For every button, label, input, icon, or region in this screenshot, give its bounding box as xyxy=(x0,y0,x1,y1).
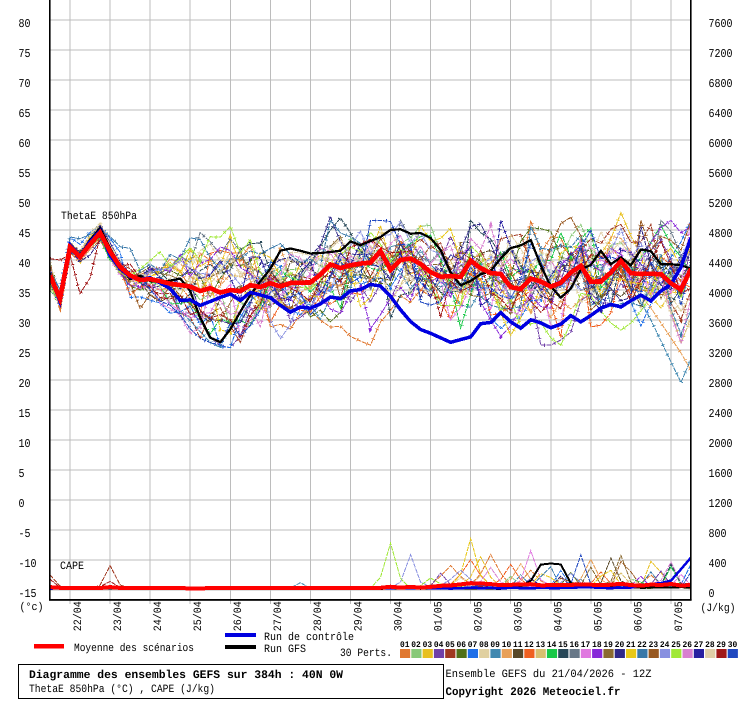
svg-text:15: 15 xyxy=(558,640,568,650)
svg-text:07/05: 07/05 xyxy=(673,601,686,631)
svg-text:4000: 4000 xyxy=(709,287,733,301)
svg-text:0: 0 xyxy=(19,497,25,511)
svg-text:Moyenne des scénarios: Moyenne des scénarios xyxy=(74,642,194,655)
svg-text:6000: 6000 xyxy=(709,137,733,151)
svg-text:03/05: 03/05 xyxy=(513,601,526,631)
svg-text:70: 70 xyxy=(19,77,31,91)
svg-text:(°c): (°c) xyxy=(20,601,44,614)
svg-text:30: 30 xyxy=(19,317,31,331)
svg-text:Run GFS: Run GFS xyxy=(264,644,306,656)
svg-text:3200: 3200 xyxy=(709,347,733,361)
svg-text:45: 45 xyxy=(19,227,31,241)
svg-text:40: 40 xyxy=(19,257,31,271)
svg-text:20: 20 xyxy=(19,377,31,391)
svg-text:07: 07 xyxy=(468,640,478,650)
svg-text:28/04: 28/04 xyxy=(312,601,325,631)
svg-text:5: 5 xyxy=(19,467,25,481)
svg-text:25/04: 25/04 xyxy=(192,601,205,631)
svg-text:02/05: 02/05 xyxy=(473,601,486,631)
svg-text:27: 27 xyxy=(694,640,704,650)
svg-text:ThetaE 850hPa: ThetaE 850hPa xyxy=(61,210,137,223)
svg-text:01/05: 01/05 xyxy=(432,601,445,631)
svg-text:20: 20 xyxy=(615,640,625,650)
svg-text:CAPE: CAPE xyxy=(60,561,84,573)
svg-text:13: 13 xyxy=(536,640,546,650)
svg-text:19: 19 xyxy=(603,640,613,650)
svg-text:7200: 7200 xyxy=(709,47,733,61)
svg-text:1200: 1200 xyxy=(709,497,733,511)
svg-text:29: 29 xyxy=(716,640,726,650)
svg-text:21: 21 xyxy=(626,640,636,650)
svg-text:5600: 5600 xyxy=(709,167,733,181)
svg-text:24/04: 24/04 xyxy=(152,601,165,631)
svg-text:1600: 1600 xyxy=(709,467,733,481)
svg-text:-5: -5 xyxy=(19,527,31,541)
svg-text:60: 60 xyxy=(19,137,31,151)
svg-text:80: 80 xyxy=(19,17,31,31)
svg-text:0: 0 xyxy=(709,587,715,601)
svg-text:23/04: 23/04 xyxy=(112,601,125,631)
svg-text:2000: 2000 xyxy=(709,437,733,451)
svg-text:Diagramme des ensembles GEFS s: Diagramme des ensembles GEFS sur 384h : … xyxy=(29,669,343,682)
svg-text:28: 28 xyxy=(705,640,715,650)
svg-text:25: 25 xyxy=(671,640,681,650)
svg-text:30 Perts.: 30 Perts. xyxy=(340,648,392,660)
svg-text:17: 17 xyxy=(581,640,591,650)
svg-text:04: 04 xyxy=(434,640,444,650)
svg-text:02: 02 xyxy=(411,640,421,650)
svg-text:05: 05 xyxy=(445,640,455,650)
svg-text:06/05: 06/05 xyxy=(633,601,646,631)
svg-text:29/04: 29/04 xyxy=(352,601,365,631)
svg-text:23: 23 xyxy=(649,640,659,650)
svg-text:4400: 4400 xyxy=(709,257,733,271)
svg-text:65: 65 xyxy=(19,107,31,121)
svg-text:10: 10 xyxy=(19,437,31,451)
svg-text:3600: 3600 xyxy=(709,317,733,331)
svg-text:4800: 4800 xyxy=(709,227,733,241)
svg-text:2800: 2800 xyxy=(709,377,733,391)
svg-text:04/05: 04/05 xyxy=(553,601,566,631)
svg-text:(J/kg): (J/kg) xyxy=(701,602,736,615)
svg-text:14: 14 xyxy=(547,640,557,650)
svg-text:35: 35 xyxy=(19,287,31,301)
svg-text:08: 08 xyxy=(479,640,489,650)
svg-text:22/04: 22/04 xyxy=(72,601,85,631)
svg-text:18: 18 xyxy=(592,640,602,650)
svg-text:27/04: 27/04 xyxy=(272,601,285,631)
svg-text:26/04: 26/04 xyxy=(232,601,245,631)
svg-text:01: 01 xyxy=(400,640,410,650)
svg-text:7600: 7600 xyxy=(709,17,733,31)
svg-text:10: 10 xyxy=(502,640,512,650)
svg-text:22: 22 xyxy=(637,640,647,650)
svg-text:-10: -10 xyxy=(19,557,37,571)
svg-text:-15: -15 xyxy=(19,587,37,601)
svg-text:5200: 5200 xyxy=(709,197,733,211)
svg-text:Run de contrôle: Run de contrôle xyxy=(264,631,354,644)
svg-text:6400: 6400 xyxy=(709,107,733,121)
svg-text:Ensemble GEFS du 21/04/2026 -: Ensemble GEFS du 21/04/2026 - 12Z xyxy=(446,668,652,681)
svg-text:12: 12 xyxy=(524,640,534,650)
svg-text:55: 55 xyxy=(19,167,31,181)
svg-text:26: 26 xyxy=(683,640,693,650)
svg-text:30/04: 30/04 xyxy=(392,601,405,631)
svg-text:50: 50 xyxy=(19,197,31,211)
svg-text:75: 75 xyxy=(19,47,31,61)
svg-text:6800: 6800 xyxy=(709,77,733,91)
svg-text:24: 24 xyxy=(660,640,670,650)
svg-text:25: 25 xyxy=(19,347,31,361)
svg-text:06: 06 xyxy=(457,640,467,650)
svg-text:800: 800 xyxy=(709,527,727,541)
svg-text:Copyright 2026 Meteociel.fr: Copyright 2026 Meteociel.fr xyxy=(446,686,621,699)
svg-text:30: 30 xyxy=(728,640,738,650)
svg-text:11: 11 xyxy=(513,640,523,650)
svg-text:16: 16 xyxy=(570,640,580,650)
svg-text:2400: 2400 xyxy=(709,407,733,421)
svg-text:05/05: 05/05 xyxy=(593,601,606,631)
svg-text:400: 400 xyxy=(709,557,727,571)
svg-text:15: 15 xyxy=(19,407,31,421)
svg-text:ThetaE 850hPa (°C) , CAPE (J/k: ThetaE 850hPa (°C) , CAPE (J/kg) xyxy=(29,683,215,696)
svg-text:03: 03 xyxy=(423,640,433,650)
svg-text:09: 09 xyxy=(490,640,500,650)
